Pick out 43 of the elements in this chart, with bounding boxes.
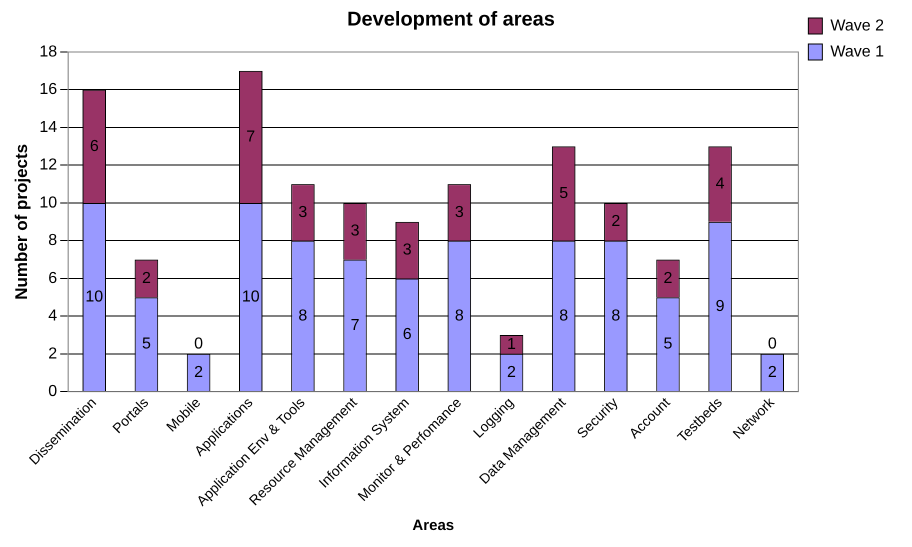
data-label: 0 bbox=[194, 335, 204, 352]
data-label: 8 bbox=[611, 307, 620, 324]
x-axis-title: Areas bbox=[412, 517, 454, 534]
data-label: 10 bbox=[85, 288, 104, 306]
data-label: 9 bbox=[716, 298, 725, 315]
data-label: 5 bbox=[664, 336, 673, 353]
data-label: 2 bbox=[611, 213, 620, 230]
data-label: 3 bbox=[402, 242, 412, 259]
y-tick-label: 4 bbox=[48, 308, 58, 325]
legend-label: Wave 1 bbox=[830, 43, 884, 60]
data-label: 7 bbox=[246, 128, 256, 146]
y-tick-label: 0 bbox=[48, 383, 58, 400]
y-tick-label: 8 bbox=[48, 232, 58, 250]
data-label: 10 bbox=[242, 288, 260, 306]
data-label: 2 bbox=[664, 270, 673, 287]
legend-label: Wave 2 bbox=[830, 17, 884, 34]
data-label: 8 bbox=[559, 307, 568, 324]
y-tick-label: 10 bbox=[39, 194, 58, 212]
y-tick-label: 16 bbox=[39, 81, 58, 98]
y-tick-label: 2 bbox=[48, 345, 58, 362]
y-axis-title: Number of projects bbox=[12, 144, 31, 300]
data-label: 8 bbox=[298, 307, 308, 324]
data-label: 6 bbox=[90, 138, 99, 155]
y-tick-label: 18 bbox=[39, 43, 58, 60]
data-label: 0 bbox=[768, 335, 777, 352]
y-tick-label: 6 bbox=[48, 270, 58, 287]
data-label: 8 bbox=[454, 307, 464, 324]
data-label: 2 bbox=[507, 364, 516, 381]
chart-title: Development of areas bbox=[347, 8, 555, 31]
data-label: 2 bbox=[194, 364, 204, 381]
data-label: 3 bbox=[454, 204, 464, 221]
data-label: 2 bbox=[142, 270, 151, 287]
data-label: 1 bbox=[507, 336, 516, 353]
y-tick-label: 12 bbox=[39, 156, 58, 174]
y-tick-label: 14 bbox=[39, 118, 58, 136]
data-label: 7 bbox=[350, 316, 360, 334]
data-label: 5 bbox=[142, 336, 151, 353]
data-label: 3 bbox=[350, 222, 360, 240]
data-label: 4 bbox=[716, 176, 725, 192]
data-label: 6 bbox=[402, 326, 412, 344]
data-label: 5 bbox=[559, 184, 568, 202]
data-label: 2 bbox=[768, 364, 777, 381]
data-label: 3 bbox=[298, 204, 308, 221]
